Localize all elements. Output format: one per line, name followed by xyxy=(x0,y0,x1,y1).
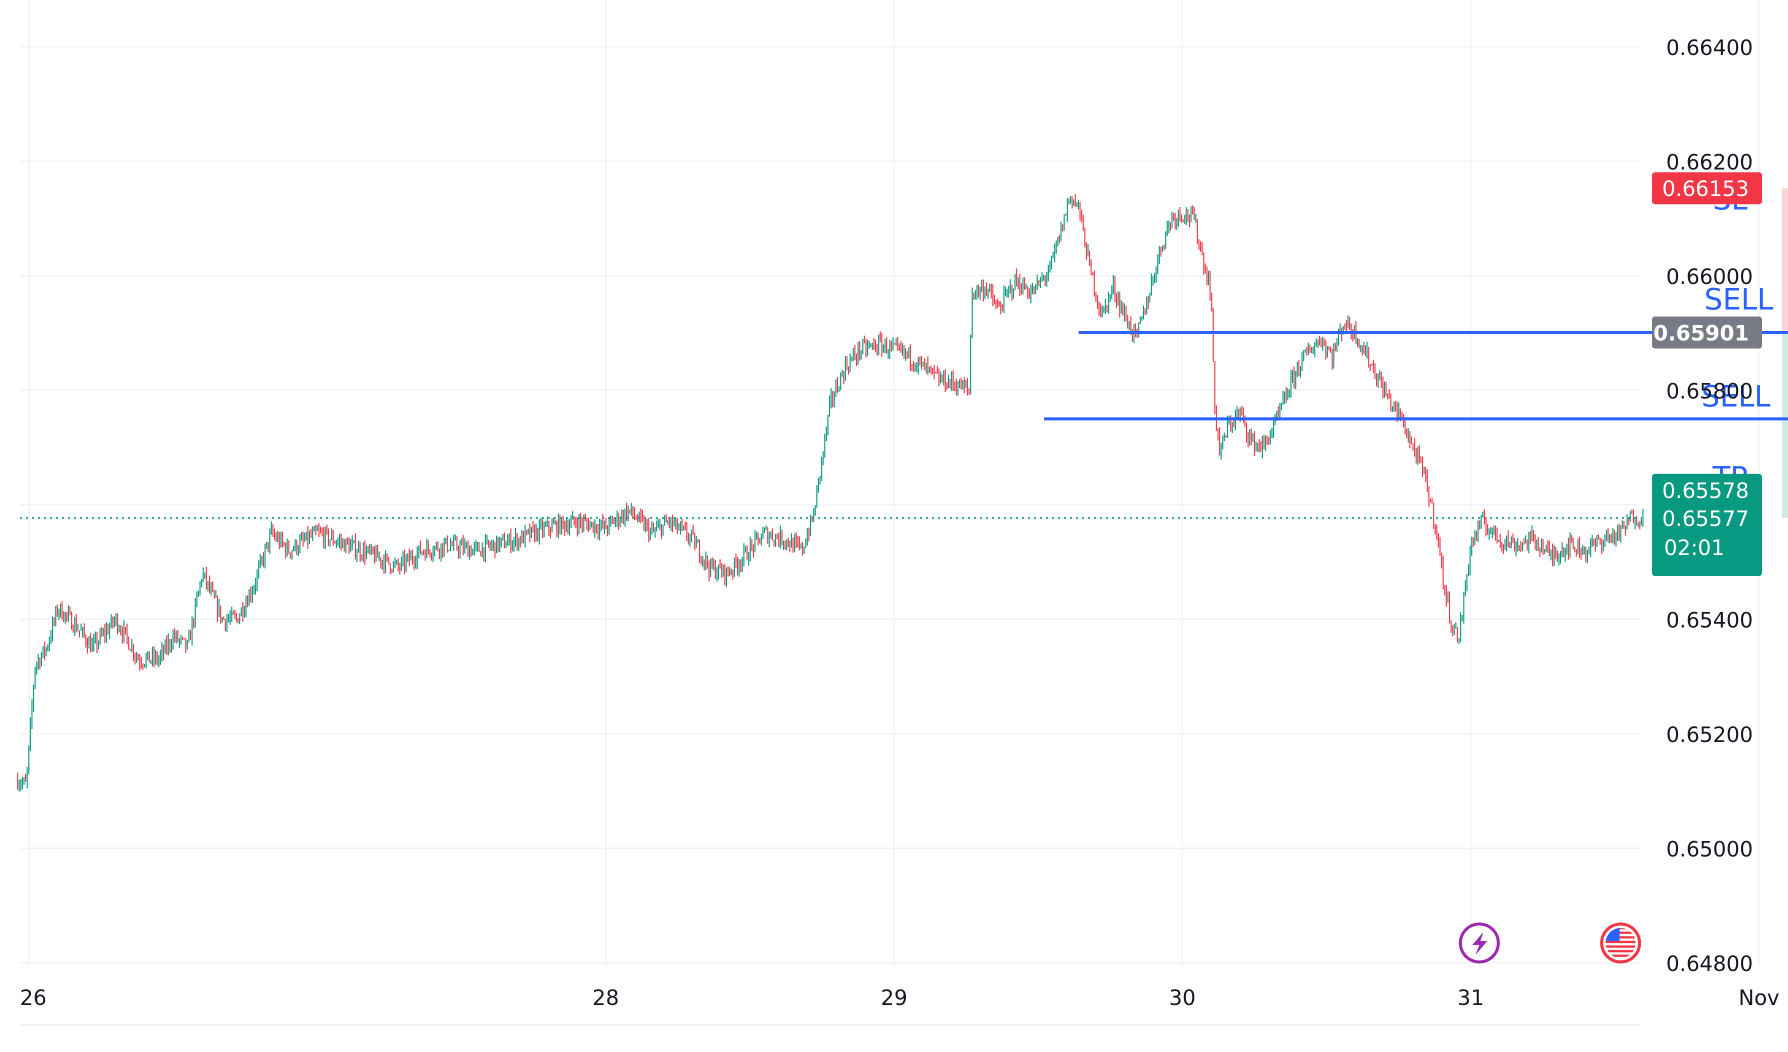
position-zones xyxy=(1782,188,1788,518)
time-axis[interactable]: 26 28 29 30 31 Nov xyxy=(20,986,1780,1010)
sell-levels[interactable] xyxy=(1044,330,1788,421)
price-badge: 0.65577 02:01 xyxy=(1652,499,1762,576)
grid xyxy=(20,0,1760,1026)
date-tick-label: 31 xyxy=(1457,986,1484,1010)
price-badge-bg xyxy=(1652,316,1762,349)
price-tick-label: 0.65000 xyxy=(1666,837,1753,861)
countdown-label: 02:01 xyxy=(1664,536,1725,560)
price-tick-label: 0.66400 xyxy=(1666,36,1753,60)
price-badge: 0.65901 xyxy=(1652,316,1762,349)
price-tick-label: 0.65200 xyxy=(1666,723,1753,747)
price-axis[interactable]: 0.66400 0.66200 0.66000 0.65800 0.65400 0.652… xyxy=(1666,36,1753,976)
price-badge: 0.66153 xyxy=(1652,172,1762,205)
price-badge-bg xyxy=(1652,473,1762,506)
price-badge-label: 0.66153 xyxy=(1662,177,1749,201)
lightning-icon[interactable] xyxy=(1458,922,1500,964)
stop-loss-zone xyxy=(1782,188,1788,333)
event-icons[interactable] xyxy=(1458,922,1642,964)
price-badge: 0.65578 xyxy=(1652,473,1762,506)
date-tick-label: 29 xyxy=(881,986,908,1010)
price-badge-label: 0.65578 xyxy=(1662,479,1749,503)
candlestick-series xyxy=(17,194,1644,792)
lightning-bolt xyxy=(1472,932,1488,955)
date-tick-label: 28 xyxy=(592,986,619,1010)
price-tick-label: 0.65400 xyxy=(1666,608,1753,632)
price-badge-label: 0.65901 xyxy=(1653,321,1749,345)
price-badge-bg xyxy=(1652,499,1762,576)
price-tick-label: 0.66000 xyxy=(1666,265,1753,289)
annotation-label-sell: SELL xyxy=(1701,379,1770,413)
price-badge-label: 0.65577 xyxy=(1662,507,1749,531)
date-tick-label: 30 xyxy=(1169,986,1196,1010)
price-tick-label: 0.65800 xyxy=(1666,379,1753,403)
us-flag-icon[interactable] xyxy=(1600,922,1642,964)
take-profit-zone xyxy=(1782,332,1788,518)
price-badge-bg xyxy=(1652,172,1762,205)
price-tick-label: 0.64800 xyxy=(1666,952,1753,976)
annotation-label-sell: SELL xyxy=(1704,283,1773,317)
price-tick-label: 0.66200 xyxy=(1666,150,1753,174)
date-tick-label: Nov xyxy=(1739,986,1780,1010)
price-badges: 0.66153 0.65901 0.65578 0.65577 02:01 xyxy=(1652,172,1762,576)
date-tick-label: 26 xyxy=(20,986,47,1010)
